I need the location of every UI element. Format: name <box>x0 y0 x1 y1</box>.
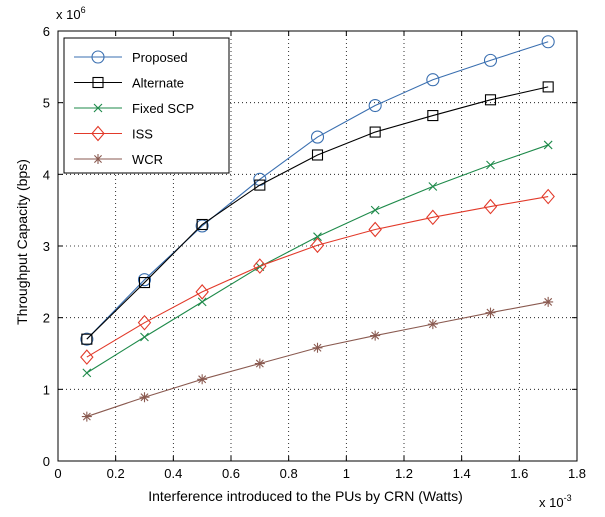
x-tick-label: 1.6 <box>510 466 528 481</box>
series-group <box>80 35 555 422</box>
data-point <box>426 209 440 226</box>
y-axis-multiplier: x 106 <box>56 5 86 22</box>
legend-marker <box>91 125 105 142</box>
data-point <box>542 81 554 93</box>
legend-marker <box>92 76 104 89</box>
data-point <box>139 392 150 403</box>
data-point <box>311 149 324 161</box>
data-point <box>82 368 92 378</box>
series-line <box>86 41 549 340</box>
x-tick-label: 0.2 <box>107 466 125 481</box>
data-point <box>427 110 439 122</box>
data-point <box>137 273 152 287</box>
series-alternate <box>81 81 554 345</box>
legend-item: WCR <box>74 152 163 167</box>
data-point <box>486 160 495 170</box>
data-point <box>370 205 380 215</box>
data-point <box>370 330 381 341</box>
data-point <box>197 374 208 385</box>
x-tick-label: 0 <box>54 466 61 481</box>
data-point <box>138 276 151 289</box>
data-point <box>254 358 265 369</box>
series-line <box>86 86 549 340</box>
legend-label: Fixed SCP <box>132 101 194 116</box>
x-tick-label: 0.4 <box>164 466 182 481</box>
x-axis-multiplier: x 10-3 <box>539 493 572 510</box>
x-tick-label: 0.6 <box>222 466 240 481</box>
y-axis-label: Throughput Capacity (bps) <box>14 159 30 325</box>
data-point <box>368 221 382 238</box>
data-point <box>543 296 554 307</box>
data-point <box>254 179 266 191</box>
y-tick-label: 1 <box>43 382 50 397</box>
y-tick-label: 0 <box>43 454 50 469</box>
legend-label: ISS <box>132 127 153 142</box>
legend-label: Alternate <box>132 76 184 91</box>
data-point <box>81 411 92 422</box>
data-point <box>483 198 498 215</box>
series-line <box>86 144 549 374</box>
legend-marker <box>93 103 103 113</box>
legend-marker <box>91 50 105 64</box>
data-point <box>80 332 94 346</box>
series-line <box>86 301 549 418</box>
data-point <box>140 332 149 342</box>
legend-item: Proposed <box>74 50 188 65</box>
series-line <box>86 196 549 358</box>
data-point <box>310 237 325 254</box>
data-point <box>80 349 94 365</box>
y-tick-label: 2 <box>43 311 50 326</box>
y-tick-label: 3 <box>43 239 50 254</box>
series-fixed-scp <box>82 140 553 378</box>
data-point <box>196 218 208 231</box>
legend-marker <box>93 154 103 164</box>
legend-item: Alternate <box>74 76 184 91</box>
y-tick-label: 4 <box>43 167 50 182</box>
data-point <box>368 98 382 113</box>
x-tick-label: 1.4 <box>453 466 471 481</box>
legend-label: Proposed <box>132 50 188 65</box>
legend-item: ISS <box>74 125 153 142</box>
data-point <box>137 314 152 331</box>
data-point <box>427 319 438 330</box>
grid <box>58 31 577 461</box>
data-point <box>197 297 207 307</box>
legend-item: Fixed SCP <box>74 101 194 116</box>
y-tick-label: 6 <box>43 24 50 39</box>
y-tick-label: 5 <box>43 96 50 111</box>
data-point <box>543 140 553 150</box>
series-proposed <box>80 35 555 346</box>
legend-label: WCR <box>132 152 163 167</box>
data-point <box>541 35 555 49</box>
x-tick-label: 0.8 <box>280 466 298 481</box>
x-tick-label: 1 <box>343 466 350 481</box>
legend: Proposed Alternate Fixed SCP ISS WCR <box>63 37 230 174</box>
data-point <box>369 126 381 138</box>
x-tick-label: 1.2 <box>395 466 413 481</box>
x-axis-label: Interference introduced to the PUs by CR… <box>148 488 463 504</box>
data-point <box>485 307 496 318</box>
series-iss <box>80 188 555 365</box>
data-point <box>310 130 325 144</box>
data-point <box>81 333 93 345</box>
data-point <box>426 73 440 87</box>
data-point <box>253 258 267 274</box>
data-point <box>195 284 209 300</box>
axis-ticks: 0 0.2 0.4 0.6 0.8 1 1.2 1.4 1.6 1.8 0 1 2 3 4 5 6 <box>43 24 586 481</box>
data-point <box>483 53 498 67</box>
data-point <box>428 182 438 191</box>
data-point <box>484 94 497 106</box>
series-wcr <box>81 296 554 422</box>
data-point <box>312 342 323 353</box>
data-point <box>541 188 555 205</box>
x-tick-label: 1.8 <box>568 466 586 481</box>
data-point <box>313 232 322 242</box>
legend-box <box>63 37 230 174</box>
